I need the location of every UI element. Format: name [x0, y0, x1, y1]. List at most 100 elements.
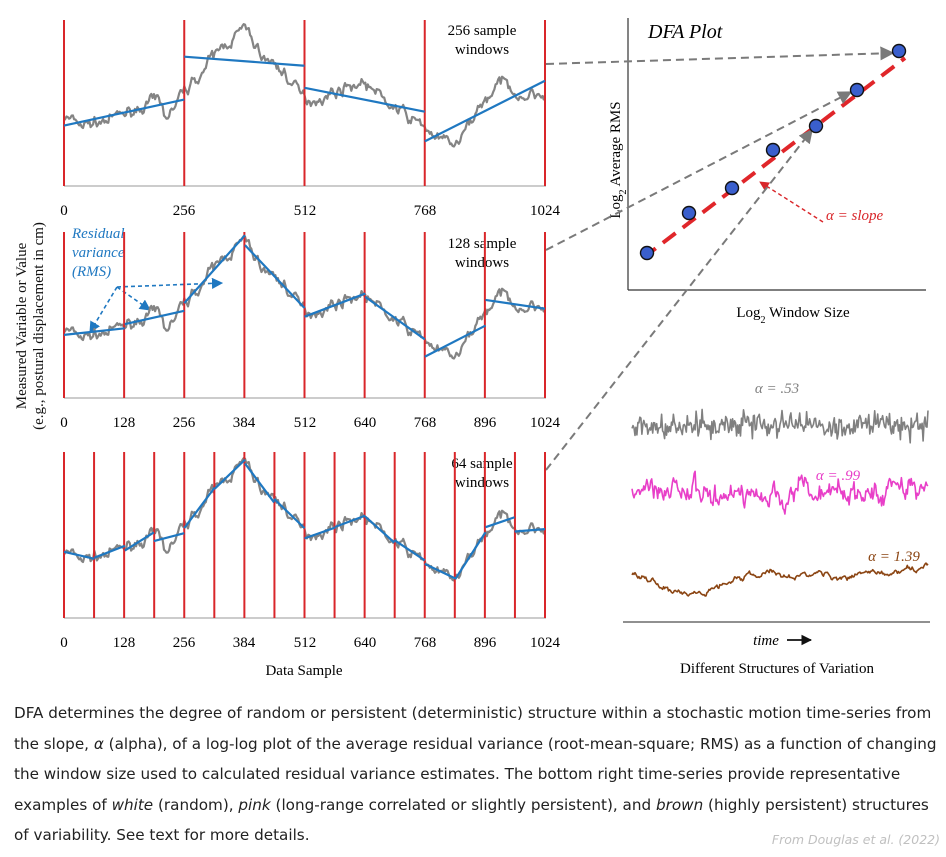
- dfa-regression-line: [641, 56, 907, 260]
- fit-segment: [424, 562, 456, 580]
- tick-label: 1024: [530, 415, 561, 431]
- dfa-point: [681, 205, 697, 221]
- fit-segment: [124, 309, 185, 326]
- tick-label: 0: [60, 635, 68, 651]
- caption-alpha: α: [93, 734, 104, 753]
- fit-segment: [304, 86, 425, 113]
- tick-label: 256: [173, 415, 196, 431]
- tick-label: 512: [294, 203, 317, 219]
- window-label: windows: [455, 475, 509, 491]
- window-label: windows: [455, 42, 509, 58]
- fit-segment: [183, 234, 246, 304]
- connector-arrow: [545, 128, 813, 471]
- connector-arrow: [545, 46, 895, 65]
- fit-segment: [514, 528, 546, 533]
- connector-arrows: [545, 46, 895, 471]
- caption-white: white: [111, 795, 154, 814]
- tick-label: 256: [173, 635, 196, 651]
- series-label-pink: α = .99: [816, 468, 861, 484]
- fit-segment: [63, 327, 125, 336]
- dfa-point: [808, 118, 824, 134]
- panel-tick-labels: 0 128 256 384 512 640 768 896 1024: [60, 635, 560, 651]
- tick-label: 0: [60, 203, 68, 219]
- residual-annotation-line: variance: [72, 245, 125, 261]
- fit-segment: [304, 292, 366, 318]
- fit-segment: [485, 516, 515, 529]
- brown-noise-trace: [631, 562, 929, 597]
- time-label: time: [753, 633, 779, 649]
- fit-segment: [485, 298, 546, 310]
- fit-segment: [244, 244, 306, 309]
- dfa-point: [639, 245, 655, 261]
- window-label: 128 sample: [448, 236, 517, 252]
- tick-label: 1024: [530, 635, 561, 651]
- caption-text: (long-range correlated or slightly persi…: [270, 795, 656, 814]
- dfa-point: [891, 43, 907, 59]
- fit-segment: [63, 550, 95, 560]
- dfa-plot: DFA Plot Log2 Average RMS Log2 Window Si…: [608, 18, 926, 326]
- residual-arrow: [89, 286, 118, 333]
- dfa-plot-title: DFA Plot: [647, 21, 723, 43]
- figure-caption: DFA determines the degree of random or p…: [14, 698, 940, 851]
- dfa-point: [849, 82, 865, 98]
- window-label: 64 sample: [451, 456, 513, 472]
- white-noise-trace: [631, 408, 929, 444]
- window-label: 256 sample: [448, 23, 517, 39]
- series-label-brown: α = 1.39: [868, 549, 920, 565]
- fit-segment: [304, 526, 336, 540]
- fit-segment: [334, 514, 366, 529]
- tick-label: 896: [474, 415, 497, 431]
- dfa-y-label: Log2 Average RMS: [608, 101, 629, 218]
- panel-tick-labels: 0 128 256 384 512 640 768 896 1024: [60, 415, 560, 431]
- tick-label: 128: [113, 635, 136, 651]
- tick-label: 384: [233, 635, 256, 651]
- tick-label: 640: [354, 635, 377, 651]
- window-label: windows: [455, 255, 509, 271]
- dfa-point: [765, 142, 781, 158]
- fit-segment: [183, 486, 216, 529]
- caption-brown: brown: [655, 795, 704, 814]
- tick-label: 384: [233, 415, 256, 431]
- tick-label: 1024: [530, 203, 561, 219]
- tick-label: 640: [354, 415, 377, 431]
- panel-64-windows: 0 128 256 384 512 640 768 896 1024 64 sa…: [60, 456, 560, 651]
- tick-label: 256: [173, 203, 196, 219]
- fit-segment: [63, 98, 185, 127]
- fit-segment: [244, 462, 276, 504]
- connector-arrow: [545, 91, 853, 251]
- dfa-figure: Measured Variable or Value (e.g., postur…: [14, 18, 930, 679]
- y-axis-label-line2: (e.g., postural displacement in cm): [31, 222, 47, 430]
- caption-text: DFA determines the degree of random or p…: [14, 704, 932, 753]
- residual-arrow: [116, 277, 224, 289]
- caption-text: (random),: [153, 795, 239, 814]
- fit-segment: [364, 515, 396, 544]
- panel-tick-labels: 0 256 512 768 1024: [60, 203, 560, 219]
- caption-text: (highly persistent) structures of variab…: [14, 795, 929, 845]
- figure-canvas: Measured Variable or Value (e.g., postur…: [14, 18, 930, 679]
- tick-label: 512: [294, 415, 317, 431]
- fit-segment: [364, 295, 426, 341]
- fit-segment: [213, 458, 246, 490]
- residual-annotation-line: Residual: [71, 226, 125, 242]
- fit-segment: [93, 544, 126, 559]
- caption-text: (alpha), of a log-log plot of the averag…: [14, 734, 937, 814]
- tick-label: 0: [60, 415, 68, 431]
- residual-annotation: Residual variance (RMS): [71, 226, 224, 333]
- pink-noise-trace: [631, 470, 929, 515]
- residual-annotation-line: (RMS): [72, 264, 111, 280]
- structures-panel: α = .53 α = .99 α = 1.39 time Different …: [623, 381, 930, 677]
- caption-pink: pink: [238, 795, 271, 814]
- fit-segment: [273, 498, 306, 529]
- panel-256-windows: 0 256 512 768 1024 256 sample windows: [60, 23, 560, 219]
- series-label-white: α = .53: [755, 381, 799, 397]
- slope-label: α = slope: [826, 208, 884, 224]
- fit-segment: [424, 324, 487, 358]
- dfa-point: [724, 180, 740, 196]
- dfa-points: [639, 43, 907, 261]
- fit-segment: [153, 532, 185, 543]
- dfa-x-label: Log2 Window Size: [736, 305, 850, 326]
- source-credit: From Douglas et al. (2022): [771, 832, 940, 847]
- tick-label: 768: [414, 415, 437, 431]
- fit-segment: [424, 79, 546, 143]
- panel-128-windows: 0 128 256 384 512 640 768 896 1024 128 s…: [60, 236, 560, 431]
